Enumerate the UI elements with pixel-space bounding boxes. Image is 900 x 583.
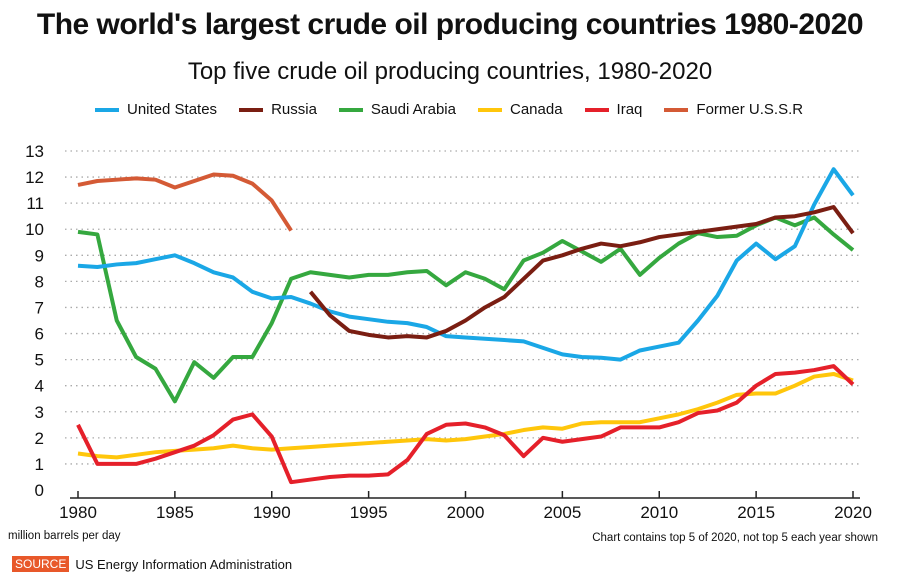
y-tick-label: 11 (26, 194, 44, 213)
x-tick-label: 1990 (253, 503, 291, 522)
y-tick-label: 9 (35, 246, 44, 265)
legend-item: United States (95, 101, 217, 118)
series-line-united-states (77, 167, 855, 362)
legend-label: Former U.S.S.R (696, 101, 804, 118)
series-line-former-u-s-s-r (77, 172, 293, 232)
x-tick-label: 2015 (737, 503, 775, 522)
x-tick-label: 1995 (350, 503, 388, 522)
y-tick-label: 13 (25, 142, 44, 161)
chart-note: Chart contains top 5 of 2020, not top 5 … (592, 532, 878, 544)
legend-label: Iraq (616, 101, 643, 118)
legend-item: Canada (478, 101, 563, 118)
y-tick-label: 12 (25, 168, 44, 187)
y-tick-label: 1 (35, 455, 44, 474)
legend-item: Former U.S.S.R (664, 101, 803, 118)
x-tick-label: 2005 (543, 503, 581, 522)
legend-label: Saudi Arabia (370, 101, 456, 118)
y-tick-label: 4 (35, 377, 44, 396)
legend-swatch (664, 107, 689, 112)
legend-swatch (338, 107, 363, 112)
chart-title: The world's largest crude oil producing … (36, 8, 864, 41)
legend-swatch (478, 107, 502, 112)
legend-item: Russia (239, 101, 317, 118)
legend-swatch (584, 107, 609, 112)
legend-swatch (239, 107, 264, 112)
y-tick-label: 3 (35, 403, 44, 422)
y-tick-label: 10 (25, 220, 44, 239)
y-axis-label: million barrels per day (8, 530, 121, 542)
source-text: US Energy Information Administration (75, 556, 293, 572)
y-tick-label: 7 (35, 298, 44, 317)
legend-label: Russia (271, 101, 317, 118)
source-badge: SOURCE (12, 556, 70, 572)
x-tick-label: 1980 (59, 503, 97, 522)
chart-subtitle: Top five crude oil producing countries, … (187, 58, 713, 85)
x-tick-label: 2020 (834, 503, 872, 522)
legend-label: United States (127, 101, 218, 118)
series-line-canada (77, 371, 854, 460)
legend-item: Iraq (584, 101, 643, 118)
x-tick-label: 2010 (640, 503, 678, 522)
y-tick-label: 8 (35, 272, 44, 291)
y-tick-label: 2 (35, 429, 44, 448)
x-tick-label: 2000 (447, 503, 485, 522)
series-line-russia (308, 205, 855, 340)
y-tick-label: 6 (35, 325, 44, 344)
series-line-saudi-arabia (77, 215, 855, 404)
source: SOURCE US Energy Information Administrat… (12, 556, 292, 572)
legend-item: Saudi Arabia (338, 101, 456, 118)
legend-label: Canada (510, 101, 563, 118)
legend: United States Russia Saudi Arabia Canada Ira… (95, 101, 803, 118)
y-tick-label: 5 (35, 351, 44, 370)
legend-swatch (95, 107, 119, 112)
series-line-iraq (76, 364, 855, 485)
y-tick-label: 0 (35, 481, 44, 500)
x-tick-label: 1985 (156, 503, 194, 522)
